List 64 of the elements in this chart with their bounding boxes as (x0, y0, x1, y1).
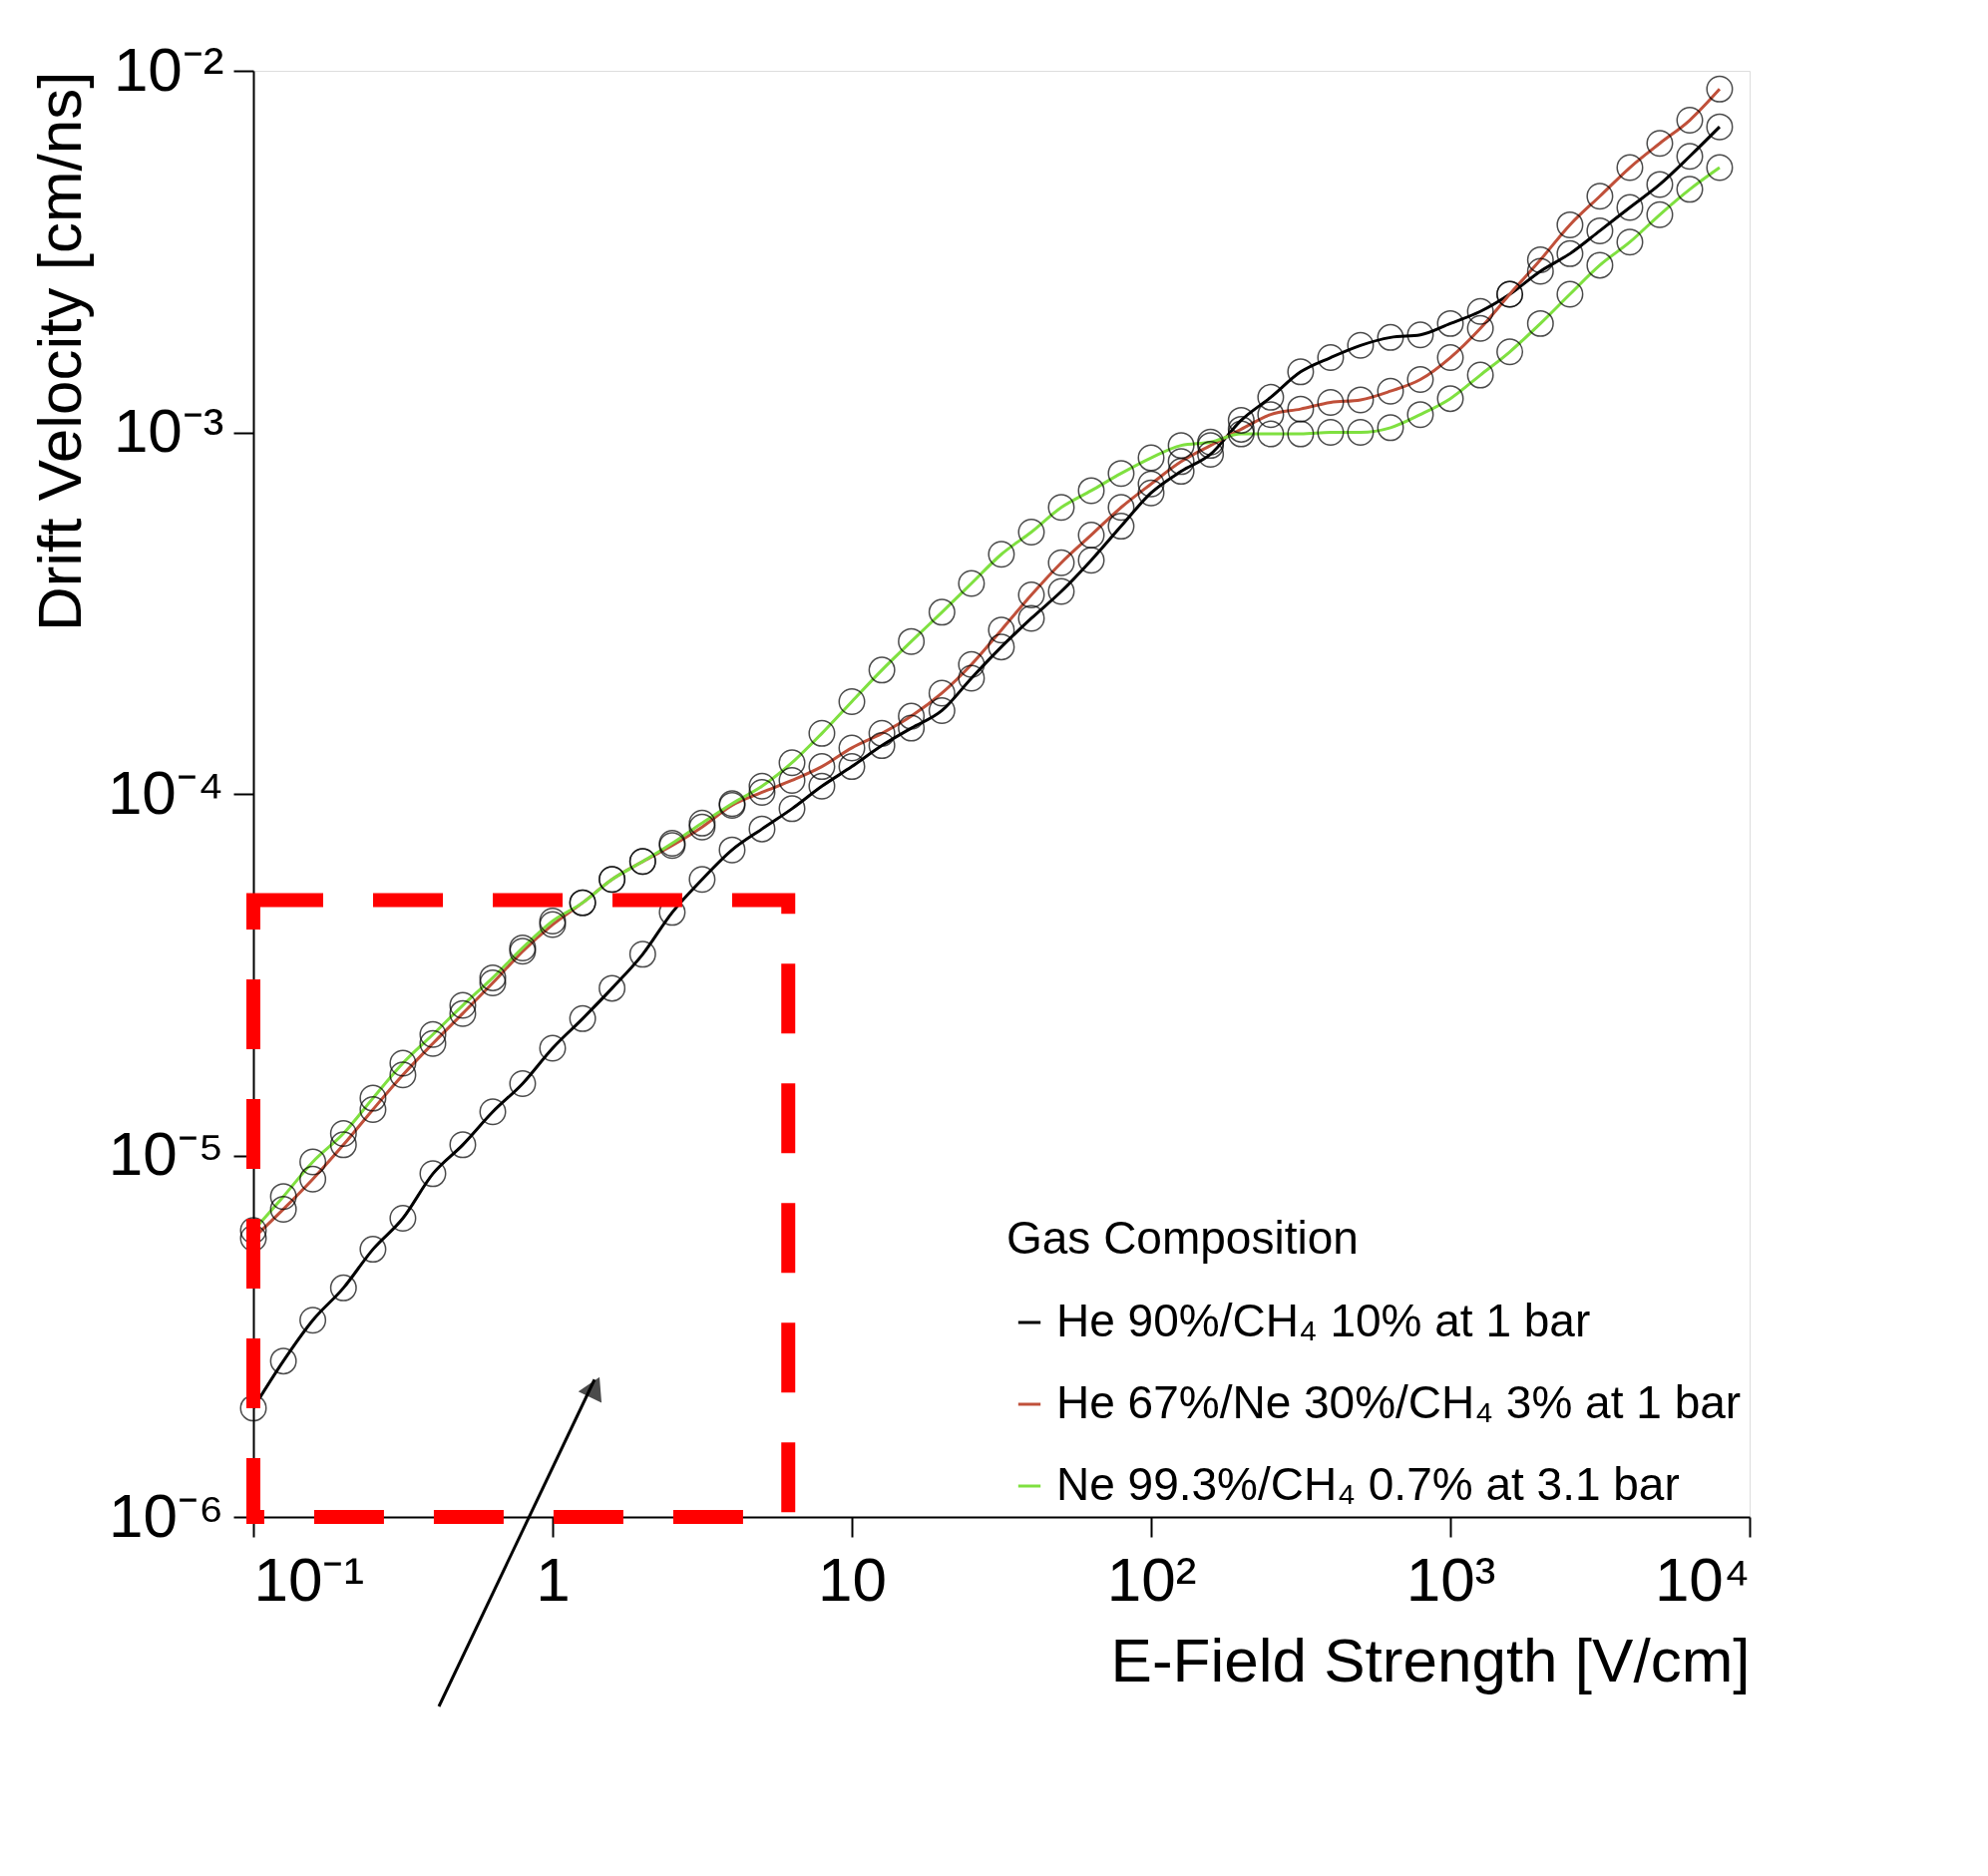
point (748, 815, 776, 843)
point (1077, 547, 1105, 574)
point (1556, 239, 1584, 267)
x-tick-label: 10³ (1405, 1544, 1496, 1614)
point (898, 714, 926, 742)
x-tick-label: 10² (1106, 1544, 1197, 1614)
point (958, 664, 986, 692)
point (808, 772, 836, 800)
legend-label: Ne 99.3%/CH₄ 0.7% at 3.1 bar (1056, 1458, 1680, 1510)
point (688, 866, 716, 894)
point (868, 732, 896, 760)
x-tick-label: 1 (536, 1544, 571, 1614)
point (628, 940, 656, 968)
point (1406, 321, 1434, 349)
y-tick-label: 10⁻⁵ (108, 1119, 224, 1188)
point (329, 1274, 357, 1302)
point (1167, 458, 1195, 486)
legend-label: He 67%/Ne 30%/CH₄ 3% at 1 bar (1056, 1376, 1742, 1428)
point (1227, 406, 1255, 434)
point (988, 633, 1015, 661)
x-tick-label: 10⁴ (1654, 1544, 1751, 1614)
point (419, 1160, 447, 1188)
point (1466, 297, 1494, 325)
point (778, 795, 806, 823)
point (449, 1131, 477, 1159)
point (1586, 216, 1614, 244)
point (718, 836, 746, 864)
point (1646, 171, 1674, 198)
y-tick-label: 10⁻² (113, 34, 224, 104)
y-tick-label: 10⁻³ (113, 396, 224, 465)
point (269, 1347, 297, 1375)
legend-label: He 90%/CH₄ 10% at 1 bar (1056, 1295, 1591, 1346)
point (479, 1098, 507, 1126)
x-axis-title: E-Field Strength [V/cm] (1110, 1625, 1751, 1694)
point (1377, 323, 1404, 351)
point (359, 1236, 387, 1264)
point (928, 696, 956, 724)
point (1107, 513, 1135, 541)
point (1287, 358, 1315, 386)
x-tick-label: 10 (818, 1544, 887, 1614)
point (838, 753, 866, 781)
point (539, 1034, 567, 1062)
point (1347, 331, 1375, 359)
point (1047, 577, 1075, 605)
y-tick-label: 10⁻⁴ (107, 757, 224, 827)
y-axis-title: Drift Velocity [cm/ns] (24, 71, 94, 632)
point (1017, 604, 1045, 632)
point (598, 974, 626, 1002)
x-tick-label: 10⁻¹ (253, 1544, 365, 1614)
point (1436, 309, 1464, 337)
legend-title: Gas Composition (1006, 1212, 1359, 1264)
point (1257, 383, 1285, 411)
point (299, 1307, 327, 1334)
point (389, 1205, 417, 1233)
point (1526, 257, 1554, 285)
point (569, 1004, 596, 1032)
point (1137, 479, 1165, 507)
point (1197, 440, 1225, 468)
y-tick-label: 10⁻⁶ (109, 1480, 224, 1550)
point (1317, 344, 1345, 371)
point (1676, 143, 1704, 171)
point (509, 1070, 537, 1097)
point (1706, 113, 1734, 141)
point (1616, 193, 1644, 221)
